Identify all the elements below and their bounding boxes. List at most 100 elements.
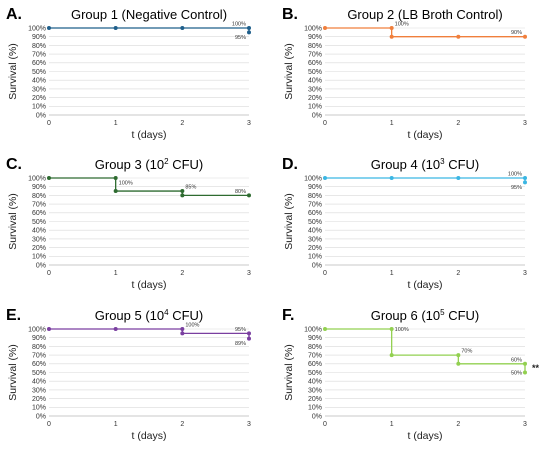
data-point — [456, 35, 460, 39]
y-tick-label: 40% — [32, 379, 46, 386]
data-point — [390, 327, 394, 331]
data-label: 80% — [235, 189, 246, 195]
chart-panel-e: E. Group 5 (104 CFU) 0% 10% 20% 30% 40% 50% 60% 7… — [2, 301, 274, 449]
y-tick-label: 70% — [32, 202, 46, 209]
y-tick-label: 90% — [32, 184, 46, 191]
chart-title-text: Group 3 (10 — [95, 157, 164, 172]
y-tick-label: 40% — [32, 228, 46, 235]
y-tick-label: 90% — [32, 34, 46, 41]
y-tick-label: 80% — [308, 193, 322, 200]
data-point — [180, 327, 184, 331]
y-tick-label: 70% — [308, 52, 322, 59]
data-label: 95% — [511, 185, 522, 191]
y-tick-label: 80% — [308, 43, 322, 50]
y-tick-label: 20% — [32, 245, 46, 252]
y-tick-label: 30% — [308, 236, 322, 243]
y-tick-label: 40% — [308, 78, 322, 85]
data-point — [114, 327, 118, 331]
y-tick-label: 30% — [308, 86, 322, 93]
y-axis-label: Survival (%) — [283, 193, 295, 250]
chart-title: Group 4 (103 CFU) — [371, 157, 480, 172]
x-tick-label: 3 — [247, 120, 251, 127]
y-axis-label: Survival (%) — [7, 344, 19, 401]
panel-letter: D. — [282, 156, 298, 173]
data-point — [323, 176, 327, 180]
x-axis-label: t (days) — [131, 279, 166, 291]
y-tick-label: 0% — [36, 413, 46, 420]
y-tick-label: 70% — [32, 353, 46, 360]
y-axis-label: Survival (%) — [7, 43, 19, 100]
x-axis-label: t (days) — [407, 430, 442, 442]
data-label: 100% — [232, 22, 246, 28]
y-tick-label: 10% — [308, 405, 322, 412]
y-tick-label: 80% — [32, 43, 46, 50]
data-point — [390, 176, 394, 180]
data-point — [247, 337, 251, 341]
y-tick-label: 20% — [308, 396, 322, 403]
y-tick-label: 60% — [308, 210, 322, 217]
x-tick-label: 2 — [456, 270, 460, 277]
y-tick-label: 50% — [308, 370, 322, 377]
survival-line — [325, 28, 525, 37]
chart-title-suffix: CFU) — [169, 157, 204, 172]
y-tick-label: 20% — [32, 396, 46, 403]
y-tick-label: 0% — [312, 413, 322, 420]
chart-title-text: Group 2 (LB Broth Control) — [347, 7, 502, 22]
chart-panel-f: F. Group 6 (105 CFU) 0% 10% 20% 30% 40% 50% 60% 7… — [278, 301, 550, 449]
x-tick-label: 1 — [390, 270, 394, 277]
y-tick-label: 60% — [32, 361, 46, 368]
y-tick-label: 100% — [304, 326, 322, 333]
data-point — [523, 176, 527, 180]
data-point — [323, 327, 327, 331]
panel-letter: F. — [282, 307, 294, 324]
x-tick-label: 2 — [456, 120, 460, 127]
y-tick-label: 50% — [308, 69, 322, 76]
x-tick-label: 3 — [523, 120, 527, 127]
y-tick-label: 50% — [308, 219, 322, 226]
survival-chart: F. Group 6 (105 CFU)0%10%20%30%40%50%60%7… — [278, 301, 550, 449]
data-point — [114, 176, 118, 180]
x-tick-label: 0 — [47, 120, 51, 127]
data-label: 85% — [185, 185, 196, 191]
x-tick-label: 2 — [180, 421, 184, 428]
data-point — [180, 26, 184, 30]
y-tick-label: 30% — [32, 387, 46, 394]
y-tick-label: 90% — [308, 184, 322, 191]
significance-marker: ** — [532, 363, 540, 373]
chart-title-text: Group 5 (10 — [95, 308, 164, 323]
x-tick-label: 3 — [247, 270, 251, 277]
y-tick-label: 60% — [308, 60, 322, 67]
x-tick-label: 3 — [523, 270, 527, 277]
y-tick-label: 100% — [304, 25, 322, 32]
x-tick-label: 3 — [247, 421, 251, 428]
data-point — [523, 371, 527, 375]
x-tick-label: 0 — [323, 270, 327, 277]
y-tick-label: 0% — [36, 112, 46, 119]
x-axis-label: t (days) — [131, 430, 166, 442]
chart-panel-d: D. Group 4 (103 CFU) 0% 10% 20% 30% 40% 50% 60% 7… — [278, 150, 550, 298]
y-tick-label: 90% — [32, 335, 46, 342]
survival-chart: C. Group 3 (102 CFU)0%10%20%30%40%50%60%7… — [2, 150, 274, 298]
y-tick-label: 30% — [32, 86, 46, 93]
y-tick-label: 20% — [32, 95, 46, 102]
data-point — [390, 26, 394, 30]
y-tick-label: 10% — [32, 254, 46, 261]
y-tick-label: 0% — [312, 262, 322, 269]
y-tick-label: 50% — [32, 219, 46, 226]
x-tick-label: 1 — [390, 120, 394, 127]
panel-letter: B. — [282, 6, 298, 23]
data-point — [456, 362, 460, 366]
data-point — [523, 362, 527, 366]
y-tick-label: 0% — [312, 112, 322, 119]
chart-title: Group 3 (102 CFU) — [95, 157, 204, 172]
panel-letter: E. — [6, 307, 21, 324]
data-point — [523, 180, 527, 184]
y-tick-label: 10% — [308, 254, 322, 261]
panel-letter: A. — [6, 6, 22, 23]
survival-chart: E. Group 5 (104 CFU) 0%10% 20% 30%40% 50% 60%7… — [2, 301, 274, 449]
survival-chart: B. Group 2 (LB Broth Control) 0%10% 20% 30%4… — [278, 0, 550, 148]
x-axis-label: t (days) — [131, 129, 166, 141]
data-point — [180, 193, 184, 197]
data-point — [180, 189, 184, 193]
y-tick-label: 70% — [32, 52, 46, 59]
